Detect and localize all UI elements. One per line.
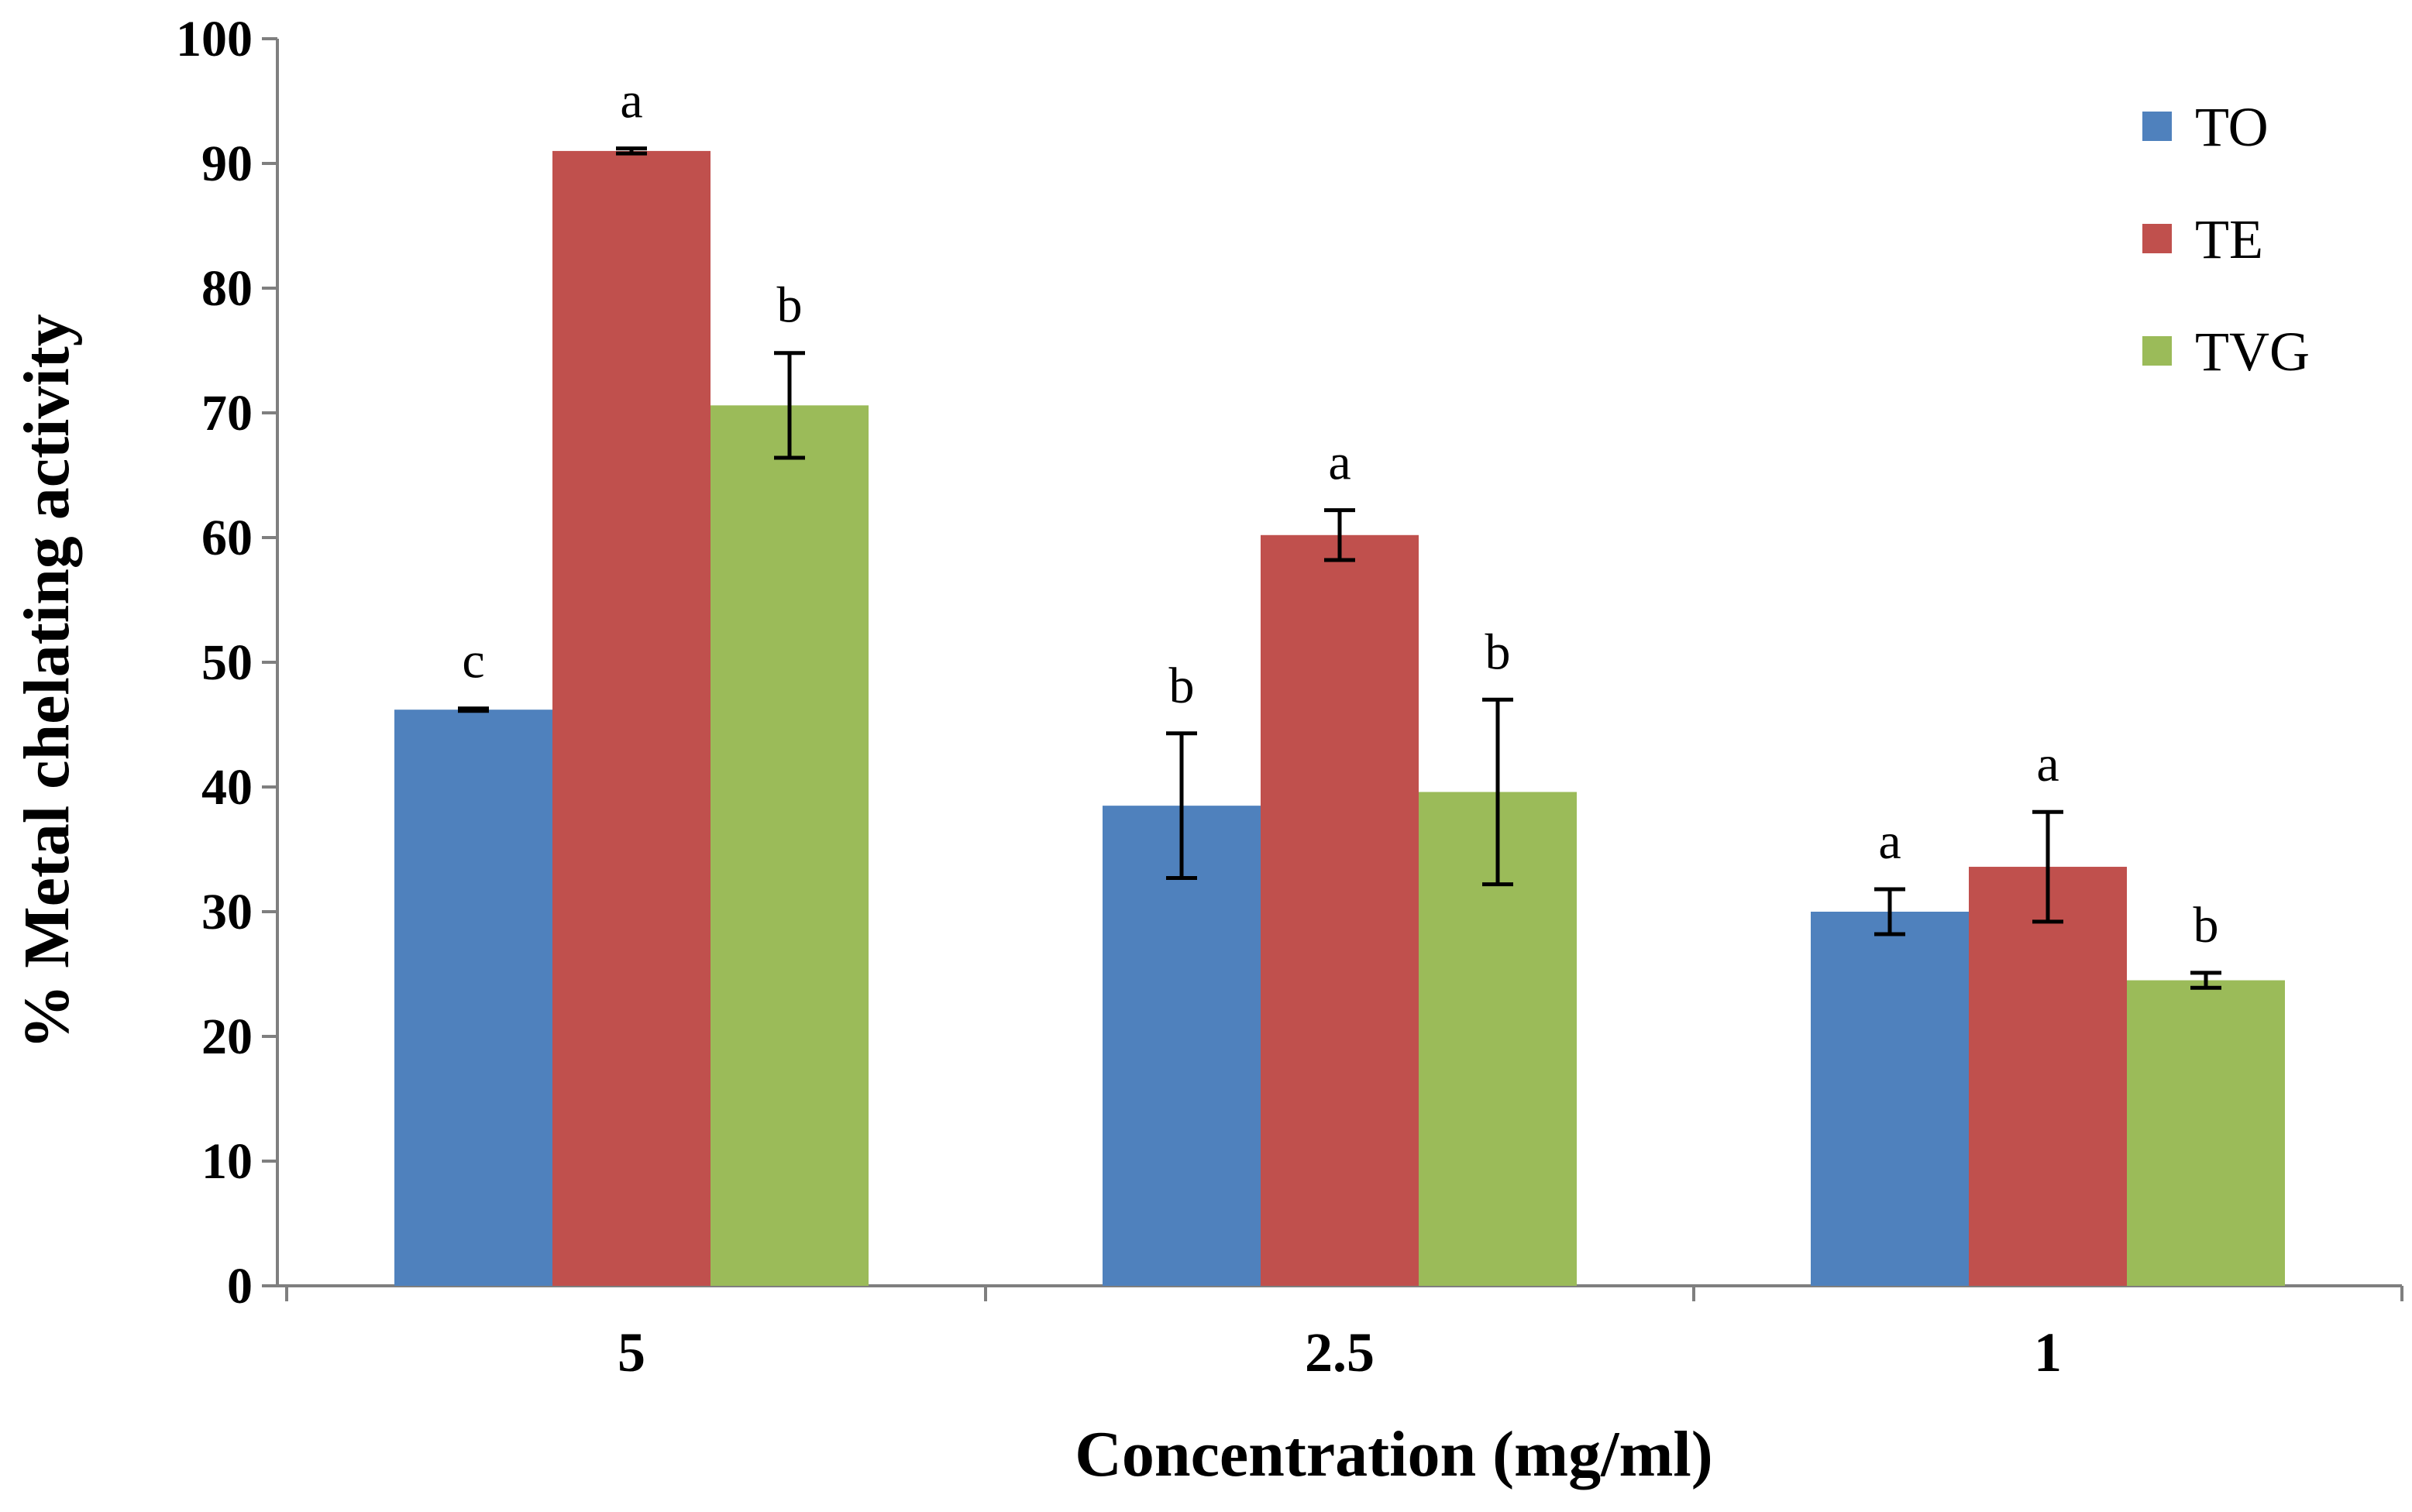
y-tick-label: 0 xyxy=(227,1258,253,1314)
legend-swatch-te xyxy=(2142,224,2172,253)
y-tick-label: 10 xyxy=(201,1133,253,1190)
x-tick-label: 2.5 xyxy=(1305,1321,1375,1383)
y-tick-label: 30 xyxy=(201,884,253,940)
y-tick-label: 20 xyxy=(201,1009,253,1065)
bar-tvg xyxy=(2127,980,2285,1286)
bar-te xyxy=(552,150,711,1286)
y-tick-label: 80 xyxy=(201,260,253,317)
y-tick-label: 50 xyxy=(201,634,253,691)
legend: TO TE TVG xyxy=(2142,96,2310,383)
bar-to xyxy=(394,710,552,1286)
plot-area: 0 10 20 30 40 50 60 70 80 90 100 c a b 5 b a b 2.5 a a b 1 xyxy=(176,11,2403,1383)
bar-tvg xyxy=(711,405,869,1286)
y-tick-label: 40 xyxy=(201,759,253,816)
significance-label: b xyxy=(777,277,803,334)
significance-label: b xyxy=(2194,897,2219,954)
legend-swatch-to xyxy=(2142,112,2172,141)
significance-label: b xyxy=(1169,658,1195,714)
significance-label: c xyxy=(462,633,484,689)
bar-to xyxy=(1103,806,1261,1286)
significance-label: a xyxy=(2036,736,2059,792)
x-tick-label: 1 xyxy=(2034,1321,2062,1383)
significance-label: b xyxy=(1485,624,1511,680)
significance-label: a xyxy=(1328,435,1351,491)
legend-label-te: TE xyxy=(2195,208,2263,270)
legend-label-tvg: TVG xyxy=(2195,321,2310,383)
significance-label: a xyxy=(620,73,642,129)
x-axis-title: Concentration (mg/ml) xyxy=(1075,1418,1713,1490)
legend-label-to: TO xyxy=(2195,96,2269,158)
significance-label: a xyxy=(1878,813,1901,870)
bar-to xyxy=(1811,912,1969,1286)
bar-te xyxy=(1969,867,2127,1286)
y-tick-label: 60 xyxy=(201,510,253,566)
y-axis-title: % Metal chelating activity xyxy=(11,314,83,1049)
legend-swatch-tvg xyxy=(2142,336,2172,366)
y-tick-label: 70 xyxy=(201,385,253,442)
y-tick-label: 90 xyxy=(201,136,253,192)
x-tick-label: 5 xyxy=(618,1321,645,1383)
y-tick-label: 100 xyxy=(176,11,253,67)
bar-te xyxy=(1261,534,1419,1286)
